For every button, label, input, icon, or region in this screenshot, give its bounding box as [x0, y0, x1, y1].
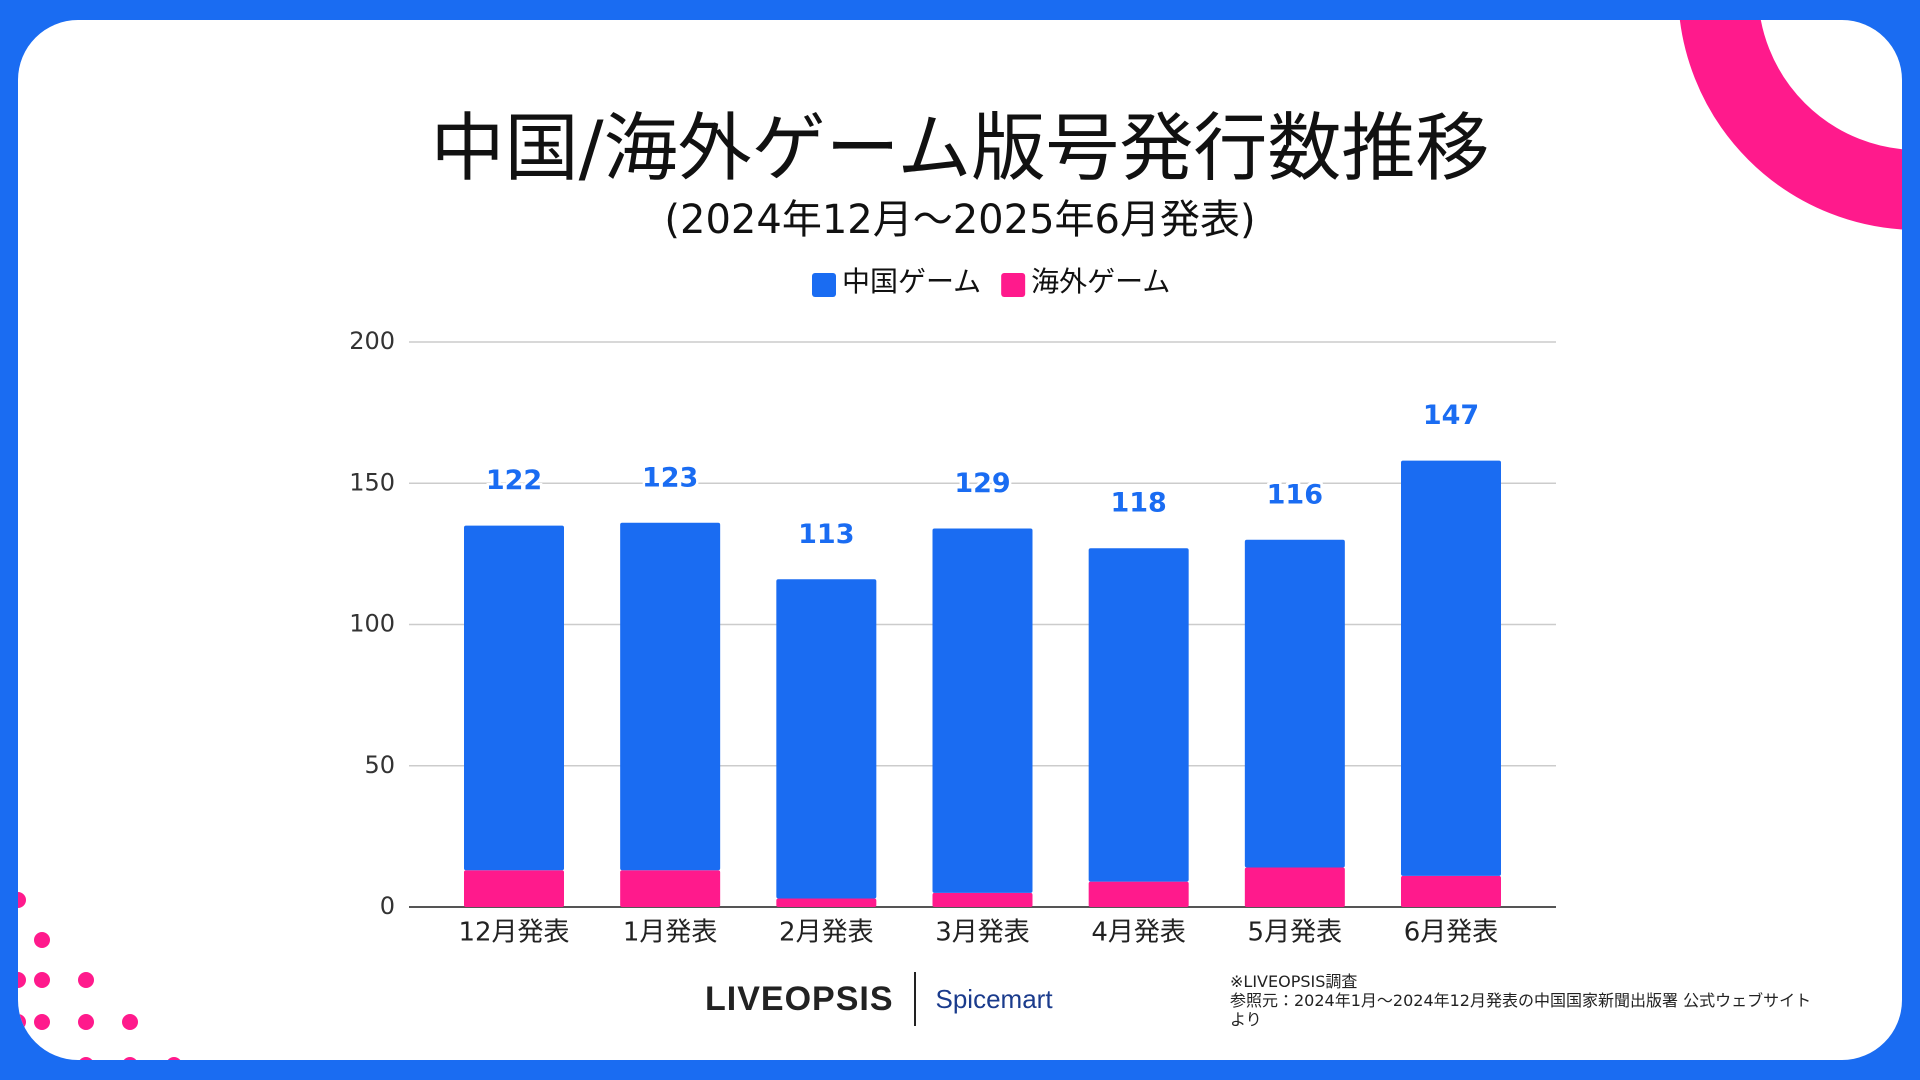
note: 参照元：2024年1月～2024年12月発表の中国国家新聞出版署 公式ウェブサイ…: [1230, 991, 1812, 1029]
chart-subtitle: (2024年12月～2025年6月発表): [664, 197, 1255, 243]
value-label: 122: [486, 465, 542, 496]
bar-segment: [464, 870, 564, 907]
bar-segment: [776, 898, 877, 907]
value-label: 113: [798, 519, 854, 550]
value-label: 116: [1267, 479, 1323, 510]
logo-spicemart: Spicemart: [935, 983, 1053, 1014]
decor-dots: [18, 892, 181, 1060]
x-tick-label: 1月発表: [623, 918, 718, 948]
x-tick-label: 6月発表: [1404, 918, 1499, 948]
bar-segment: [620, 522, 721, 871]
x-tick-label: 2月発表: [779, 918, 874, 948]
x-tick-label: 12月発表: [458, 918, 569, 948]
bar-segment: [932, 892, 1033, 907]
value-label: 123: [642, 462, 698, 493]
y-tick-label: 150: [349, 468, 395, 496]
legend-label: 中国ゲーム: [842, 265, 981, 298]
logo-separator: [913, 972, 916, 1026]
note: ※LIVEOPSIS調査: [1230, 972, 1358, 991]
legend-swatch: [812, 273, 836, 297]
logo-liveopsis: LIVEOPSIS: [705, 979, 894, 1018]
bar-segment: [1244, 867, 1345, 907]
x-tick-label: 3月発表: [935, 918, 1030, 948]
logos: LIVEOPSIS Spicemart: [705, 972, 1053, 1026]
legend-swatch: [1001, 273, 1026, 297]
bar-segment: [1088, 548, 1189, 882]
chart-title: 中国/海外ゲーム版号発行数推移: [431, 106, 1490, 192]
value-label: 129: [954, 468, 1010, 499]
value-label: 147: [1423, 400, 1479, 431]
y-tick-label: 200: [349, 327, 395, 355]
bar-segment: [1244, 539, 1345, 868]
bar-segment: [464, 525, 564, 871]
bar-segment: [776, 579, 877, 899]
x-tick-label: 4月発表: [1091, 918, 1186, 948]
x-tick-label: 5月発表: [1248, 918, 1343, 948]
notes: ※LIVEOPSIS調査 参照元：2024年1月～2024年12月発表の中国国家…: [1230, 972, 1820, 1029]
value-label: 118: [1110, 488, 1166, 519]
bar-segment: [932, 528, 1033, 893]
bar-segment: [1401, 460, 1501, 876]
legend-label: 海外ゲーム: [1031, 265, 1170, 298]
y-tick-label: 0: [380, 892, 395, 920]
y-tick-label: 50: [364, 751, 395, 779]
y-tick-label: 100: [349, 610, 395, 638]
bar-segment: [620, 870, 721, 907]
decor: [18, 20, 1902, 1060]
bar-segment: [1088, 881, 1189, 907]
bar-segment: [1401, 875, 1501, 907]
